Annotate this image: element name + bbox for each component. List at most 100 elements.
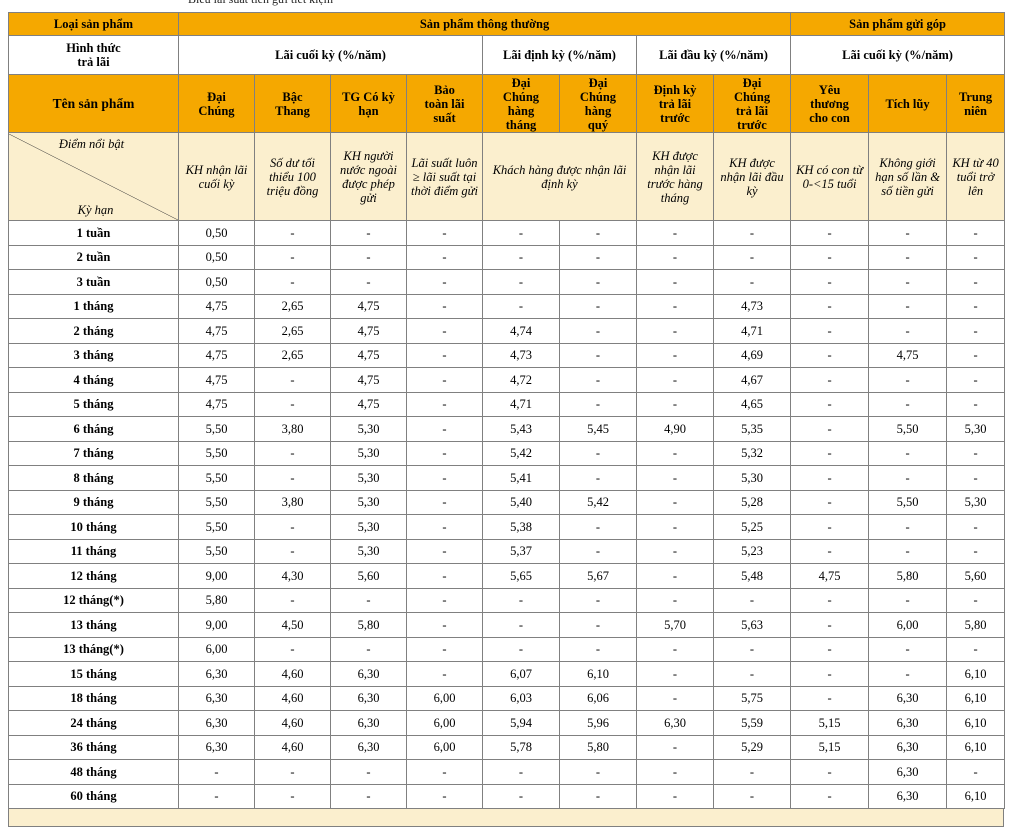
rate-cell: - (790, 587, 870, 613)
rate-cell: 0,50 (178, 220, 255, 246)
rate-cell: - (406, 367, 483, 393)
term-cell: 15 tháng (8, 661, 179, 687)
table-row: 6 tháng 5,50 3,80 5,30-5,43 5,45 4,90 5,35-5,5… (8, 416, 1006, 442)
term-cell: 11 tháng (8, 538, 179, 564)
col-header-dai-chung-hang-quy: Đại Chúng hàng quý (559, 74, 637, 133)
rate-cell: - (868, 391, 948, 417)
rate-cell: 4,90 (636, 416, 714, 442)
rate-cell: 5,37 (482, 538, 560, 564)
rate-cell: 6,30 (178, 685, 255, 711)
rate-cell: - (712, 661, 792, 687)
rate-cell: - (868, 220, 948, 246)
rate-cell: - (559, 269, 637, 295)
rate-cell: - (559, 465, 637, 491)
rate-cell: 5,67 (559, 563, 637, 589)
rate-cell: - (946, 293, 1006, 319)
rate-cell: 2,65 (254, 318, 331, 344)
rate-cell: - (406, 220, 483, 246)
rate-cell: 6,30 (178, 710, 255, 736)
rate-cell: 5,94 (482, 710, 560, 736)
rate-cell: 6,30 (178, 734, 255, 760)
rate-cell: 4,75 (790, 563, 870, 589)
rate-cell: - (868, 293, 948, 319)
rate-cell: 6,30 (330, 734, 407, 760)
rate-cell: 4,75 (178, 318, 255, 344)
rate-cell: 6,10 (946, 685, 1006, 711)
cutoff-title-row: Biểu lãi suất tiền gửi tiết kiệm (8, 0, 1004, 6)
rate-cell: 5,30 (946, 416, 1006, 442)
rate-cell: 5,80 (330, 612, 407, 638)
rate-cell: 6,30 (330, 661, 407, 687)
rate-cell: 4,50 (254, 612, 331, 638)
rate-cell: - (254, 367, 331, 393)
rate-cell: - (946, 759, 1006, 785)
rate-cell: - (790, 538, 870, 564)
table-header: Loại sản phẩm Sản phẩm thông thường Sản … (8, 12, 1006, 221)
rate-cell: - (330, 269, 407, 295)
rate-cell: - (946, 244, 1006, 270)
rate-cell: - (406, 759, 483, 785)
rate-cell: - (406, 416, 483, 442)
rate-cell: - (559, 244, 637, 270)
rate-cell: 6,30 (178, 661, 255, 687)
col-header-dai-chung-tra-lai-truoc: Đại Chúng trả lãi trước (712, 74, 792, 133)
table-row: 12 tháng(*) 5,80- - - - - - - - - - (8, 587, 1006, 613)
rate-cell: 5,70 (636, 612, 714, 638)
term-cell: 24 tháng (8, 710, 179, 736)
rate-cell: - (790, 759, 870, 785)
rate-cell: - (946, 367, 1006, 393)
term-cell: 6 tháng (8, 416, 179, 442)
rate-cell: - (636, 440, 714, 466)
rate-cell: 4,75 (178, 391, 255, 417)
rate-cell: - (482, 612, 560, 638)
rate-sheet: Biểu lãi suất tiền gửi tiết kiệm Loại sả… (8, 0, 1006, 827)
diagonal-divider-icon (9, 134, 178, 220)
note-dai-chung: KH nhận lãi cuối kỳ (178, 132, 255, 221)
rate-cell: 5,50 (178, 465, 255, 491)
rate-cell: - (559, 220, 637, 246)
rate-cell: - (559, 538, 637, 564)
rate-cell: 5,80 (946, 612, 1006, 638)
rate-cell: - (790, 685, 870, 711)
term-cell: 3 tuần (8, 269, 179, 295)
rate-cell: 4,72 (482, 367, 560, 393)
table-row: 13 tháng 9,00 4,50 5,80- - -5,70 5,63-6,00 5,80 (8, 612, 1006, 638)
rate-cell: 5,30 (330, 465, 407, 491)
col-header-trung-nien: Trung niên (946, 74, 1006, 133)
rate-cell: - (868, 587, 948, 613)
rate-cell: - (636, 489, 714, 515)
rate-cell: 5,50 (178, 538, 255, 564)
note-yeu-thuong-cho-con: KH có con từ 0-<15 tuổi (790, 132, 870, 221)
rate-cell: - (790, 465, 870, 491)
header-band-payment-form: Hình thức trả lãi Lãi cuối kỳ (%/năm) Lã… (8, 35, 1006, 75)
interest-rate-table: Loại sản phẩm Sản phẩm thông thường Sản … (8, 12, 1006, 809)
rate-cell: 5,28 (712, 489, 792, 515)
rate-cell: - (559, 318, 637, 344)
rate-cell: - (712, 759, 792, 785)
rate-cell: - (636, 220, 714, 246)
table-row: 3 tháng 4,75 2,65 4,75-4,73- -4,69-4,75- (8, 342, 1006, 368)
rate-cell: 5,30 (330, 416, 407, 442)
rate-cell: 5,42 (559, 489, 637, 515)
rate-cell: - (946, 220, 1006, 246)
rate-cell: 6,10 (946, 661, 1006, 687)
rate-cell: - (712, 636, 792, 662)
rate-cell: 5,35 (712, 416, 792, 442)
rate-cell: 5,15 (790, 710, 870, 736)
rate-cell: - (790, 440, 870, 466)
rate-cell: - (946, 514, 1006, 540)
header-band-product-type: Loại sản phẩm Sản phẩm thông thường Sản … (8, 12, 1006, 36)
rate-cell: 6,30 (868, 734, 948, 760)
term-cell: 9 tháng (8, 489, 179, 515)
group-periodic-interest: Lãi định kỳ (%/năm) (482, 35, 637, 75)
rate-cell: - (636, 465, 714, 491)
rate-cell: - (406, 342, 483, 368)
table-row: 8 tháng 5,50-5,30-5,41- -5,30- - - (8, 465, 1006, 491)
rate-cell: - (406, 514, 483, 540)
col-header-bac-thang: Bậc Thang (254, 74, 331, 133)
note-bac-thang: Số dư tối thiểu 100 triệu đồng (254, 132, 331, 221)
group-end-term-interest-savings: Lãi cuối kỳ (%/năm) (790, 35, 1006, 75)
header-band-product-names: Tên sản phẩm Đại Chúng Bậc Thang TG Có kỳ h… (8, 74, 1006, 133)
rate-cell: - (946, 342, 1006, 368)
rate-cell: - (559, 342, 637, 368)
